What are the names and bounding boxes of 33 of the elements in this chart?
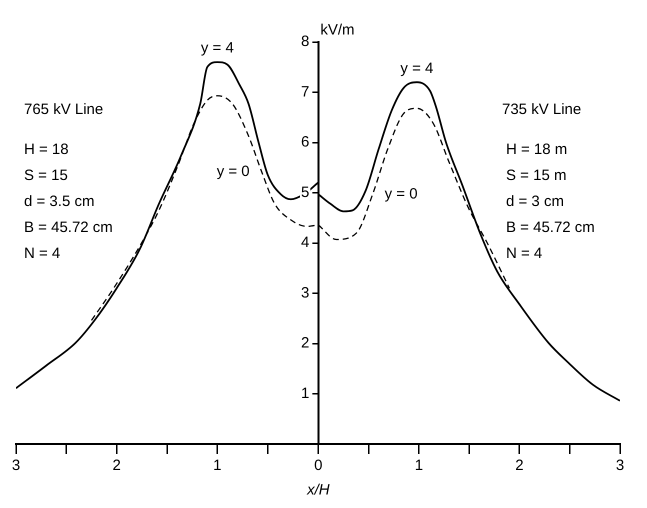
y-axis-title: kV/m <box>320 22 354 39</box>
series-label: y = 4 <box>200 40 234 57</box>
annotation: N = 4 <box>24 245 60 262</box>
x-axis-title: x/H <box>306 482 330 499</box>
y-tick-label: 8 <box>300 33 309 50</box>
y-tick-label: 6 <box>300 134 309 151</box>
annotation: 735 kV Line <box>502 101 581 118</box>
x-tick-label: 1 <box>213 457 222 474</box>
x-tick-label: 2 <box>112 457 121 474</box>
annotation: S = 15 <box>24 167 68 184</box>
y-tick-label: 1 <box>300 384 309 402</box>
y-tick-label: 3 <box>300 284 309 302</box>
y-tick-label: 4 <box>300 234 309 252</box>
series-label: y = 4 <box>400 60 434 77</box>
annotation: B = 45.72 cm <box>506 219 594 236</box>
annotation: N = 4 <box>506 245 542 262</box>
x-tick-label: 3 <box>12 457 20 474</box>
annotation: d = 3 cm <box>506 193 564 210</box>
y-tick-label: 2 <box>300 334 309 352</box>
annotation: 765 kV Line <box>24 101 104 118</box>
annotation: B = 45.72 cm <box>24 219 113 236</box>
annotation: H = 18 m <box>506 141 567 158</box>
x-tick-label: 3 <box>615 457 624 474</box>
annotation: H = 18 <box>24 141 69 158</box>
series-label: y = 0 <box>384 185 418 202</box>
x-tick-label: 1 <box>414 457 423 474</box>
y-tick-label: 5 <box>300 184 309 201</box>
series-label: y = 0 <box>216 162 250 180</box>
annotation: S = 15 m <box>506 167 566 184</box>
annotation: d = 3.5 cm <box>24 193 94 210</box>
x-tick-label: 0 <box>314 457 322 474</box>
y-tick-label: 7 <box>300 83 309 100</box>
x-tick-label: 2 <box>514 457 524 474</box>
